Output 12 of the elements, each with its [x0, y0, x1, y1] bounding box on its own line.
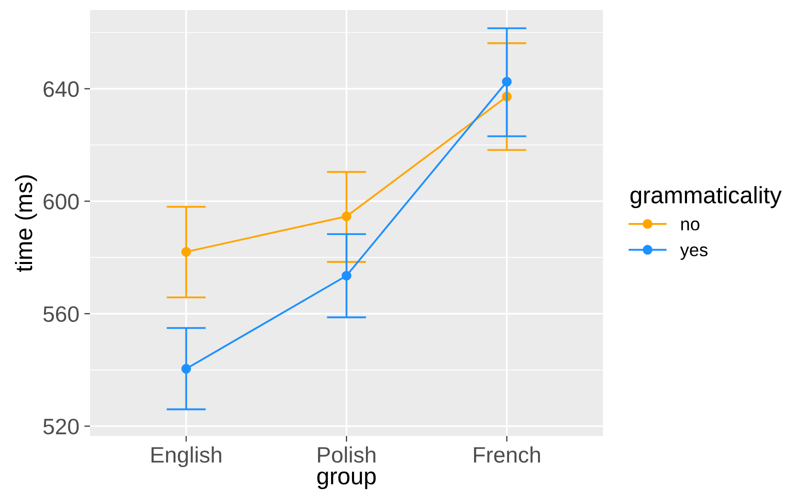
- x-tick-label: Polish: [318, 446, 376, 463]
- y-tick-label: 600: [44, 194, 79, 210]
- y-axis-title: time (ms): [14, 175, 37, 272]
- legend-title: grammaticality: [630, 186, 782, 208]
- x-tick-label: French: [474, 446, 540, 463]
- x-axis-title: group: [317, 472, 376, 490]
- y-tick-label: 560: [43, 306, 79, 322]
- y-tick-label: 640: [44, 81, 79, 98]
- legend-label: yes: [680, 246, 708, 260]
- y-tick-label: 520: [43, 418, 79, 434]
- legend-label: no: [681, 220, 700, 230]
- x-tick-label: English: [152, 446, 222, 468]
